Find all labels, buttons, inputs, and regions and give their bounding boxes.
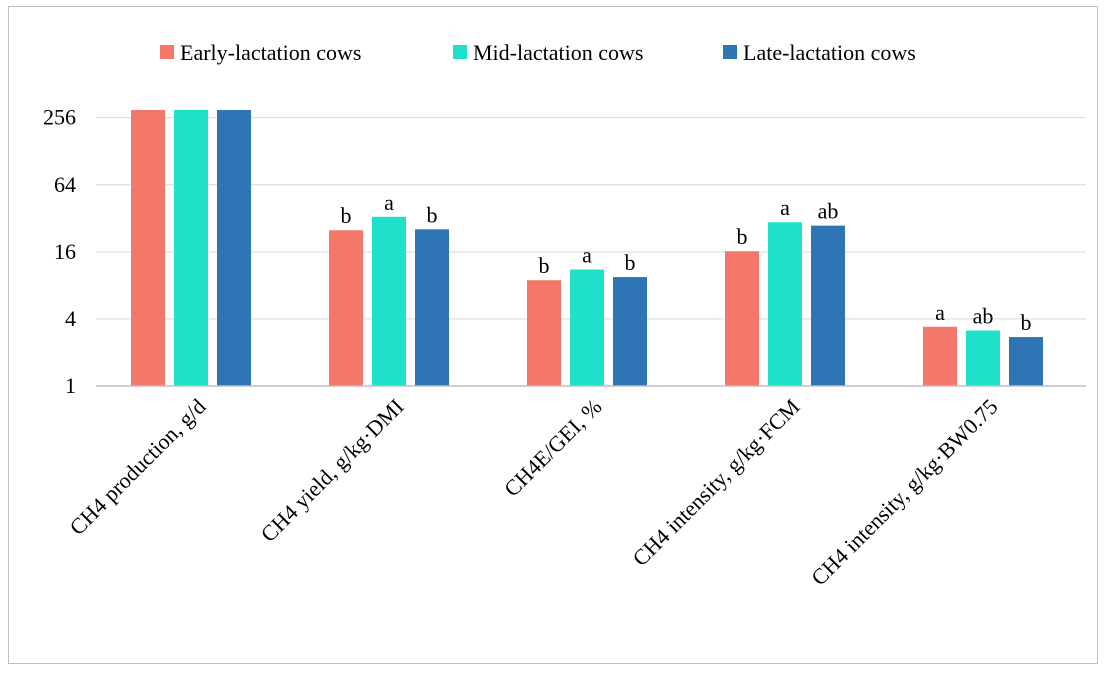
bar <box>923 326 957 386</box>
bar <box>613 277 647 386</box>
legend-swatch <box>160 45 174 59</box>
bar <box>372 216 406 386</box>
significance-label: a <box>582 243 592 268</box>
y-tick-label: 256 <box>43 105 76 130</box>
y-axis: 1 4 16 64 256 <box>43 105 76 398</box>
bar <box>217 110 251 386</box>
y-tick-label: 1 <box>65 373 76 398</box>
x-tick-label: CH4 intensity, g/kg·BW0.75 <box>806 394 1002 590</box>
bar <box>1009 337 1043 386</box>
bar <box>768 222 802 386</box>
bar <box>527 280 561 386</box>
legend-swatch <box>723 45 737 59</box>
bar <box>725 251 759 386</box>
y-tick-label: 4 <box>65 306 76 331</box>
x-tick-label: CH4 intensity, g/kg·FCM <box>628 394 805 571</box>
bars <box>131 110 1043 386</box>
x-tick-label: CH4 yield, g/kg·DMI <box>256 394 409 547</box>
significance-label: ab <box>818 199 839 224</box>
significance-label: b <box>427 202 438 227</box>
legend-swatch <box>453 45 467 59</box>
significance-label: b <box>539 253 550 278</box>
bar <box>174 110 208 386</box>
y-tick-label: 16 <box>54 239 76 264</box>
significance-label: a <box>384 190 394 215</box>
x-axis: CH4 production, g/d CH4 yield, g/kg·DMI CH… <box>65 385 1086 590</box>
legend-label: Late-lactation cows <box>743 40 916 65</box>
legend-label: Early-lactation cows <box>180 40 361 65</box>
significance-label: b <box>737 224 748 249</box>
legend-label: Mid-lactation cows <box>473 40 643 65</box>
bar <box>811 225 845 386</box>
y-tick-label: 64 <box>54 172 76 197</box>
legend: Early-lactation cows Mid-lactation cows La… <box>160 40 916 65</box>
bar <box>131 110 165 386</box>
bar <box>966 330 1000 386</box>
x-tick-label: CH4 production, g/d <box>65 394 211 540</box>
significance-label: b <box>625 250 636 275</box>
significance-label: b <box>1021 310 1032 335</box>
significance-label: a <box>935 300 945 325</box>
bar <box>570 269 604 386</box>
significance-label: a <box>780 195 790 220</box>
bar <box>329 230 363 386</box>
significance-labels: ba bb a bba aba ab b <box>341 190 1032 335</box>
significance-label: b <box>341 203 352 228</box>
bar <box>415 229 449 386</box>
x-tick-label: CH4E/GEI, % <box>499 394 607 502</box>
significance-label: ab <box>973 303 994 328</box>
